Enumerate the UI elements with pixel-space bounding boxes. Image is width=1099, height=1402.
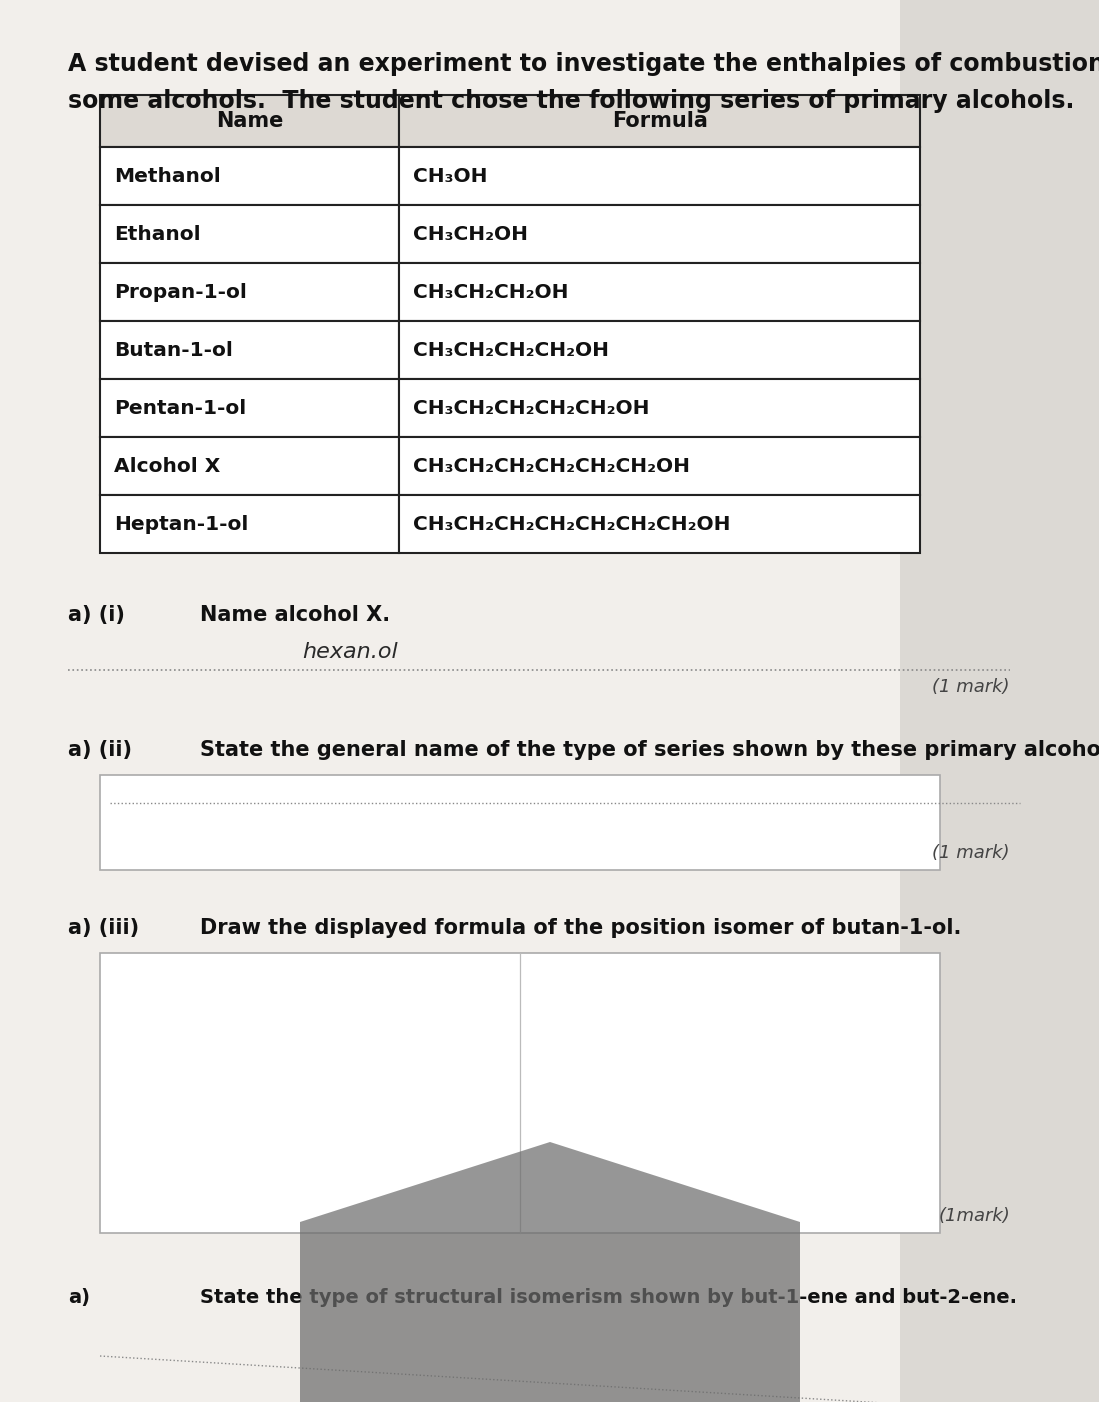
- Text: CH₃CH₂CH₂OH: CH₃CH₂CH₂OH: [413, 282, 569, 301]
- Text: a) (i): a) (i): [68, 606, 125, 625]
- Bar: [399, 495, 920, 552]
- Text: A student devised an experiment to investigate the enthalpies of combustion of: A student devised an experiment to inves…: [68, 52, 1099, 76]
- Text: CH₃CH₂CH₂CH₂CH₂CH₂OH: CH₃CH₂CH₂CH₂CH₂CH₂OH: [413, 457, 690, 475]
- Text: Ethanol: Ethanol: [114, 224, 201, 244]
- Text: State the type of structural isomerism shown by but-1-ene and but-2-ene.: State the type of structural isomerism s…: [200, 1288, 1017, 1307]
- Text: (1 mark): (1 mark): [932, 844, 1010, 862]
- Text: State the general name of the type of series shown by these primary alcohols.: State the general name of the type of se…: [200, 740, 1099, 760]
- Bar: [100, 147, 399, 205]
- Bar: [100, 953, 940, 1232]
- Bar: [399, 321, 920, 379]
- Bar: [100, 437, 399, 495]
- Bar: [100, 205, 399, 264]
- Text: Pentan-1-ol: Pentan-1-ol: [114, 398, 246, 418]
- Text: (1mark): (1mark): [939, 1207, 1010, 1225]
- Bar: [399, 205, 920, 264]
- Bar: [100, 379, 399, 437]
- Bar: [399, 379, 920, 437]
- Text: Formula: Formula: [612, 111, 708, 130]
- Text: a) (ii): a) (ii): [68, 740, 132, 760]
- Text: some alcohols.  The student chose the following series of primary alcohols.: some alcohols. The student chose the fol…: [68, 88, 1075, 114]
- Bar: [399, 264, 920, 321]
- Text: CH₃CH₂CH₂CH₂CH₂CH₂CH₂OH: CH₃CH₂CH₂CH₂CH₂CH₂CH₂OH: [413, 515, 731, 534]
- Text: CH₃OH: CH₃OH: [413, 167, 488, 185]
- Text: a) (iii): a) (iii): [68, 918, 140, 938]
- Text: CH₃CH₂CH₂CH₂OH: CH₃CH₂CH₂CH₂OH: [413, 341, 609, 359]
- Text: Butan-1-ol: Butan-1-ol: [114, 341, 233, 359]
- Text: (1 mark): (1 mark): [932, 679, 1010, 695]
- Bar: [100, 95, 399, 147]
- Bar: [900, 0, 1099, 1402]
- Text: a): a): [68, 1288, 90, 1307]
- Text: hexan.ol: hexan.ol: [302, 642, 398, 662]
- Text: CH₃CH₂OH: CH₃CH₂OH: [413, 224, 529, 244]
- Text: Alcohol X: Alcohol X: [114, 457, 220, 475]
- Text: Name alcohol X.: Name alcohol X.: [200, 606, 390, 625]
- Text: Propan-1-ol: Propan-1-ol: [114, 282, 247, 301]
- Text: Name: Name: [217, 111, 284, 130]
- Bar: [100, 495, 399, 552]
- Bar: [100, 264, 399, 321]
- Bar: [100, 321, 399, 379]
- Bar: [100, 775, 940, 871]
- Bar: [399, 95, 920, 147]
- Text: Heptan-1-ol: Heptan-1-ol: [114, 515, 248, 534]
- Text: Methanol: Methanol: [114, 167, 221, 185]
- Text: CH₃CH₂CH₂CH₂CH₂OH: CH₃CH₂CH₂CH₂CH₂OH: [413, 398, 650, 418]
- Bar: [399, 147, 920, 205]
- Polygon shape: [300, 1143, 800, 1402]
- Bar: [399, 437, 920, 495]
- Text: Draw the displayed formula of the position isomer of butan-1-ol.: Draw the displayed formula of the positi…: [200, 918, 962, 938]
